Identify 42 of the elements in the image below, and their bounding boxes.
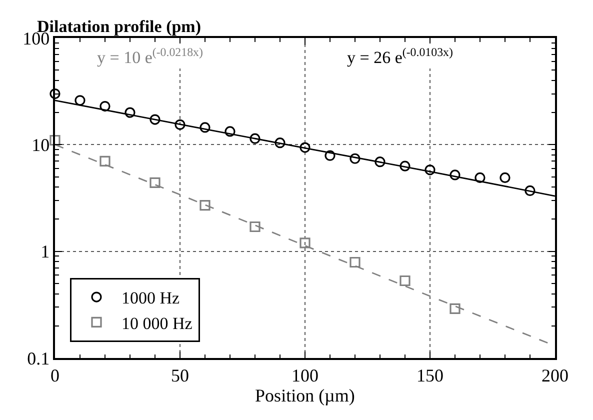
point xyxy=(124,107,136,118)
point xyxy=(50,134,60,146)
point xyxy=(50,88,60,100)
point xyxy=(300,238,310,248)
point xyxy=(200,122,210,133)
point xyxy=(100,100,110,112)
annotation: y = 26 e$^{(-0.0103x)}$ xyxy=(347,45,453,68)
y-tick-label: 0.1 xyxy=(27,348,50,368)
point xyxy=(74,95,86,106)
point xyxy=(474,172,486,184)
legend-label: 10 000 Hz xyxy=(122,314,193,333)
point xyxy=(450,170,460,180)
point xyxy=(400,160,410,172)
x-tick-label: 0 xyxy=(50,365,60,386)
point xyxy=(250,221,260,232)
point xyxy=(500,172,510,184)
point xyxy=(174,119,186,130)
y-tick-label: 10 xyxy=(32,134,50,155)
point xyxy=(100,156,110,166)
x-tick-label: 200 xyxy=(542,365,568,386)
point xyxy=(300,142,310,153)
point xyxy=(274,138,286,148)
point xyxy=(150,114,160,125)
point xyxy=(400,275,410,286)
point xyxy=(200,200,210,211)
annotation: y = 10 e$^{(-0.0218x)}$ xyxy=(97,45,203,68)
point xyxy=(424,164,436,176)
point xyxy=(350,153,360,164)
x-tick-label: 50 xyxy=(171,365,189,386)
point xyxy=(350,256,360,268)
x-tick-label: 150 xyxy=(416,365,444,386)
point xyxy=(224,126,236,137)
x-axis-title: Position (µm) xyxy=(255,385,355,406)
point xyxy=(450,303,460,314)
legend-label: 1000 Hz xyxy=(122,288,180,308)
point xyxy=(374,156,386,168)
point xyxy=(524,185,536,196)
point xyxy=(250,133,260,144)
point xyxy=(324,150,336,161)
point xyxy=(150,177,160,188)
y-tick-label: 1 xyxy=(40,242,50,262)
x-tick-label: 100 xyxy=(292,365,318,386)
